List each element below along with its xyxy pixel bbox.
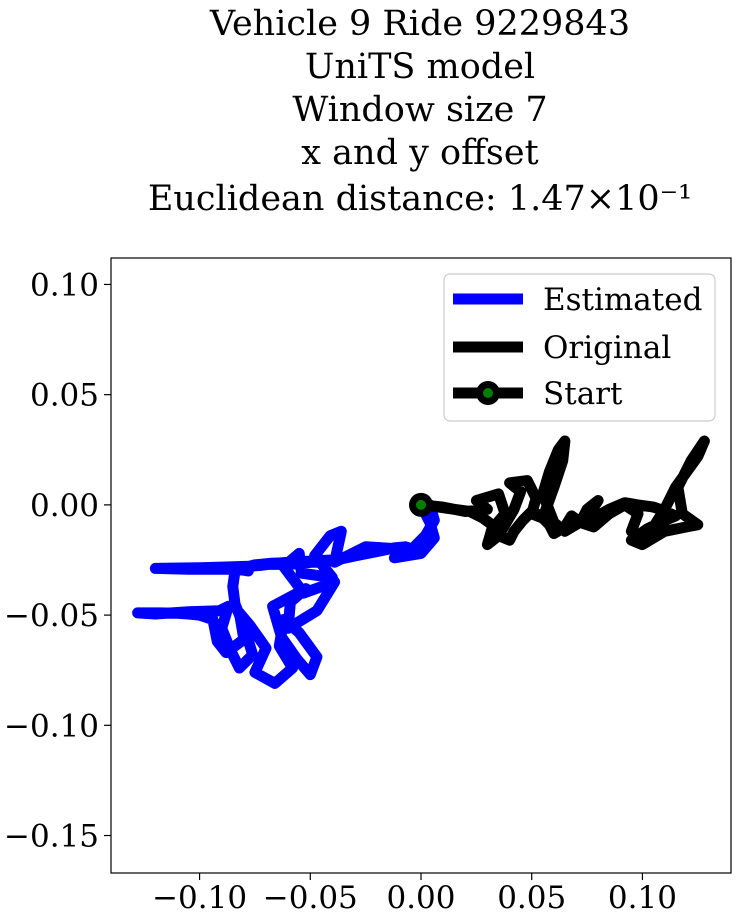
y-tick-label: 0.00 bbox=[30, 488, 99, 524]
title-line-distance: Euclidean distance: 1.47×10⁻¹ bbox=[148, 179, 692, 219]
legend-label-estimated: Estimated bbox=[543, 282, 702, 318]
series-line-estimated bbox=[132, 499, 440, 689]
series-line-original bbox=[415, 435, 710, 551]
legend-marker bbox=[483, 388, 493, 398]
chart-title: Vehicle 9 Ride 9229843 UniTS model Windo… bbox=[148, 4, 692, 219]
y-tick-label: −0.05 bbox=[4, 598, 99, 634]
x-tick-label: 0.00 bbox=[386, 880, 455, 916]
title-line-vehicle: Vehicle 9 Ride 9229843 bbox=[209, 4, 630, 44]
y-tick-label: −0.15 bbox=[4, 819, 99, 855]
start-marker bbox=[416, 499, 426, 510]
start-layer bbox=[409, 492, 433, 517]
legend: Estimated Original Start bbox=[443, 273, 716, 422]
y-tick-label: −0.10 bbox=[4, 708, 99, 744]
y-tick-label: 0.05 bbox=[30, 378, 99, 414]
legend-label-original: Original bbox=[543, 330, 671, 366]
series-layer bbox=[132, 435, 710, 689]
title-line-model: UniTS model bbox=[305, 47, 535, 87]
legend-box bbox=[443, 273, 716, 422]
title-line-window: Window size 7 bbox=[292, 90, 547, 130]
legend-label-start: Start bbox=[543, 376, 623, 412]
y-tick-label: 0.10 bbox=[30, 267, 99, 303]
x-tick-label: −0.10 bbox=[152, 880, 247, 916]
y-axis: 0.10 0.05 0.00 −0.05 −0.10 −0.15 bbox=[4, 267, 111, 855]
title-line-offset: x and y offset bbox=[301, 133, 538, 173]
x-tick-label: −0.05 bbox=[263, 880, 358, 916]
x-tick-label: 0.10 bbox=[608, 880, 677, 916]
x-tick-label: 0.05 bbox=[497, 880, 566, 916]
x-axis: −0.10 −0.05 0.00 0.05 0.10 bbox=[152, 873, 677, 916]
